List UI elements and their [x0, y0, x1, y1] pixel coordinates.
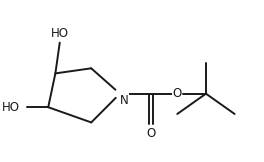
Text: O: O: [173, 87, 182, 100]
Text: O: O: [146, 127, 155, 140]
Text: HO: HO: [51, 27, 69, 40]
Text: N: N: [120, 94, 129, 107]
Text: HO: HO: [2, 101, 20, 114]
